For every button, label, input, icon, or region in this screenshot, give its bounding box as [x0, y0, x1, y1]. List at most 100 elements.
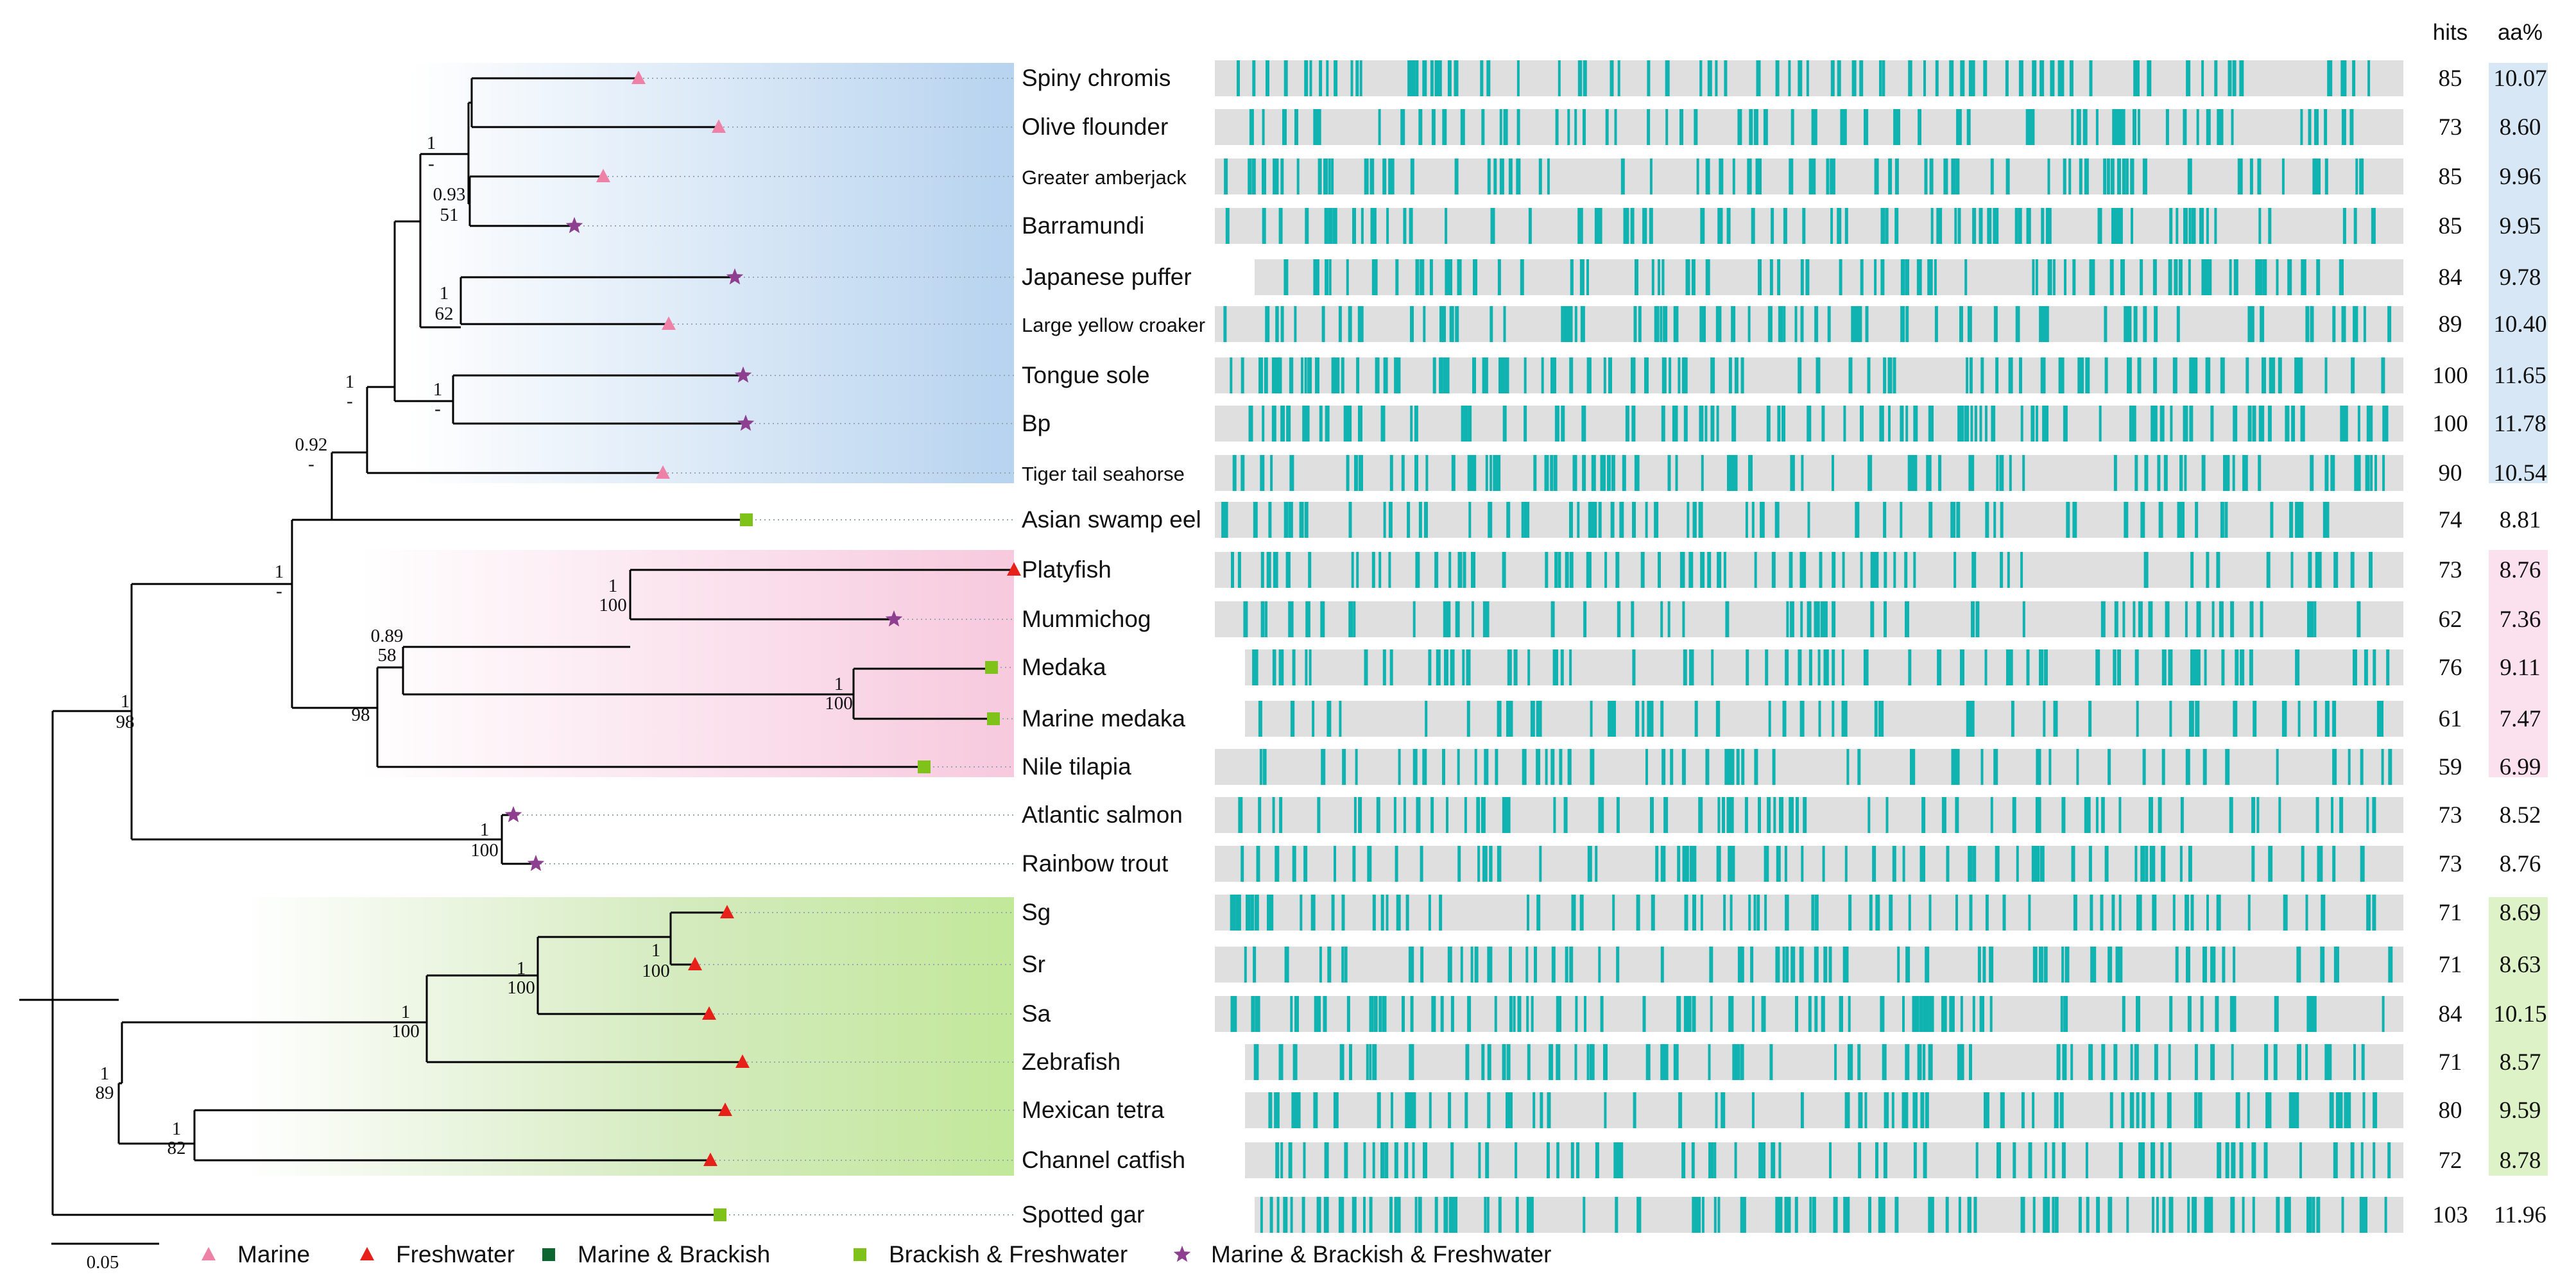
support-top: 1: [100, 1063, 110, 1084]
motif-hit: [2064, 259, 2066, 295]
motif-hit: [1262, 208, 1266, 244]
motif-hit: [1286, 406, 1291, 442]
motif-hit: [2301, 259, 2304, 295]
motif-hit: [2172, 357, 2177, 393]
motif-hit: [1684, 895, 1688, 931]
motif-hit: [1600, 996, 1604, 1032]
motif-hit: [1313, 1092, 1318, 1128]
motif-hit: [1692, 1197, 1696, 1233]
motif-hit: [1348, 601, 1353, 637]
motif-hit: [2169, 701, 2172, 737]
motif-hit: [2127, 357, 2132, 393]
motif-hit: [1516, 159, 1521, 194]
motif-hit: [1559, 749, 1563, 785]
motif-hit: [1848, 1044, 1852, 1080]
motif-hit: [2308, 1197, 2312, 1233]
motif-hit: [1864, 649, 1869, 685]
motif-hit: [1990, 159, 1994, 194]
aa-percent-value: 8.52: [2500, 802, 2541, 829]
motif-hit: [2256, 259, 2262, 295]
motif-hit: [2168, 1142, 2172, 1178]
aa-percent-value: 10.07: [2493, 65, 2546, 92]
motif-hit: [2363, 306, 2366, 342]
motif-hit: [1692, 846, 1697, 882]
motif-hit: [1699, 797, 1703, 833]
motif-hit: [2295, 502, 2300, 538]
motif-hit: [2118, 1142, 2123, 1178]
motif-hit: [1749, 109, 1753, 145]
species-label: Spiny chromis: [1022, 65, 1171, 91]
motif-hit: [1586, 259, 1589, 295]
motif-hit: [1696, 159, 1699, 194]
habitat-marker-brackish-freshwater: [740, 513, 753, 526]
hits-value: 71: [2439, 952, 2462, 978]
motif-hit: [1502, 797, 1507, 833]
motif-hit: [2216, 895, 2221, 931]
motif-hit: [2161, 749, 2165, 785]
motif-hit: [2126, 1197, 2129, 1233]
motif-hit: [2089, 60, 2093, 96]
motif-hit: [1382, 159, 1387, 194]
motif-hit: [2364, 1197, 2367, 1233]
motif-hit: [1241, 846, 1244, 882]
motif-hit: [1303, 406, 1309, 442]
motif-hit: [1625, 208, 1629, 244]
motif-hit: [1723, 895, 1726, 931]
motif-hit: [1728, 357, 1732, 393]
motif-hit: [1847, 1197, 1850, 1233]
aa-percent-value: 8.60: [2500, 114, 2541, 141]
motif-hit: [1327, 947, 1332, 983]
motif-hit: [2295, 649, 2300, 685]
motif-hit: [1544, 455, 1549, 491]
motif-hit: [1253, 502, 1258, 538]
motif-hits: [1238, 797, 2376, 833]
motif-hit: [2142, 749, 2146, 785]
motif-hit: [1655, 846, 1659, 882]
motif-hit: [1674, 406, 1678, 442]
motif-hit: [1955, 749, 1960, 785]
motif-hit: [1473, 259, 1477, 295]
motif-hit: [2353, 306, 2357, 342]
motif-hit: [1633, 306, 1637, 342]
motif-hit: [1660, 306, 1663, 342]
motif-hit: [1334, 846, 1336, 882]
motif-hit: [1484, 749, 1488, 785]
motif-hit: [1642, 996, 1646, 1032]
motif-hit: [2314, 701, 2317, 737]
motif-hit: [1851, 306, 1856, 342]
motif-hit: [1939, 208, 1943, 244]
motif-hit: [1645, 749, 1648, 785]
motif-hit: [1736, 749, 1740, 785]
motif-hit: [2059, 60, 2065, 96]
motif-hit: [1803, 797, 1807, 833]
motif-hit: [1794, 306, 1798, 342]
motif-hit: [1531, 996, 1534, 1032]
motif-hit: [1790, 455, 1794, 491]
motif-hit: [1647, 60, 1651, 96]
motif-hit: [2186, 947, 2190, 983]
motif-hits: [1224, 159, 2364, 194]
motif-hit: [1448, 552, 1452, 588]
motif-hit: [2151, 1142, 2156, 1178]
motif-hit: [1989, 996, 1993, 1032]
motif-hit: [1569, 306, 1573, 342]
species-label: Atlantic salmon: [1022, 802, 1183, 828]
motif-hit: [1789, 601, 1794, 637]
motif-hit: [2109, 259, 2114, 295]
motif-hit: [1814, 996, 1818, 1032]
motif-hit: [2134, 649, 2139, 685]
motif-hit: [1740, 1197, 1744, 1233]
motif-hit: [1460, 947, 1463, 983]
motif-hit: [1832, 601, 1836, 637]
motif-hit: [1280, 406, 1285, 442]
motif-hit: [2169, 996, 2173, 1032]
motif-hit: [1472, 357, 1476, 393]
motif-hit: [1632, 502, 1636, 538]
motif-hit: [2214, 208, 2217, 244]
motif-hit: [1625, 406, 1629, 442]
motif-hit: [1280, 649, 1284, 685]
motif-hit: [1584, 996, 1586, 1032]
motif-hit: [1771, 1142, 1776, 1178]
motif-hit: [1870, 552, 1875, 588]
motif-hit: [1556, 996, 1560, 1032]
